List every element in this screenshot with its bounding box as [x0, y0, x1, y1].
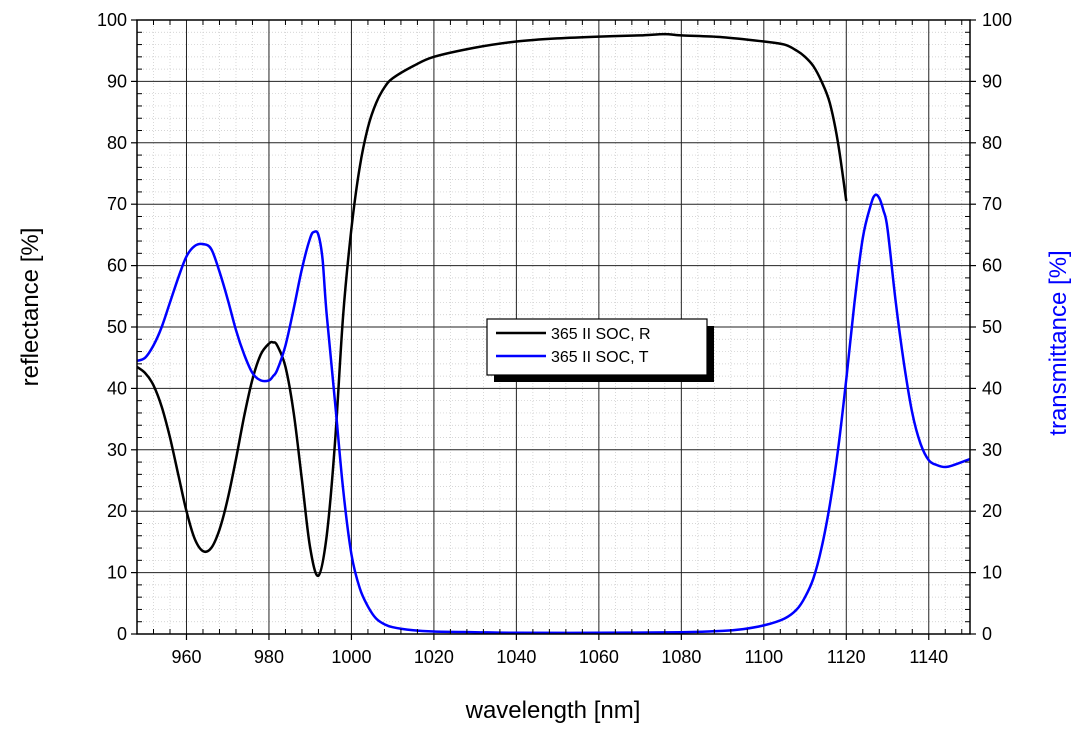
x-tick-label: 1000 — [331, 647, 371, 667]
y-tick-label-left: 20 — [107, 501, 127, 521]
legend-box — [486, 318, 708, 376]
major-grid — [137, 20, 970, 634]
y-tick-label-left: 40 — [107, 378, 127, 398]
y-tick-label-left: 0 — [117, 624, 127, 644]
legend-label-transmittance: 365 II SOC, T — [551, 349, 649, 366]
y-tick-label-right: 0 — [982, 624, 992, 644]
y-tick-label-left: 60 — [107, 256, 127, 276]
y-tick-label-right: 20 — [982, 501, 1002, 521]
x-axis-title: wavelength [nm] — [465, 697, 641, 724]
y2-axis-title: transmittance [%] — [1045, 250, 1072, 435]
y-tick-label-right: 90 — [982, 71, 1002, 91]
x-tick-label: 1020 — [414, 647, 454, 667]
series-line-transmittance — [137, 193, 970, 635]
x-tick-label: 1080 — [661, 647, 701, 667]
x-tick-label: 1060 — [579, 647, 619, 667]
axis-ticks — [131, 19, 976, 640]
series-line-reflectance — [137, 32, 848, 577]
x-tick-label: 1140 — [909, 647, 948, 667]
y-tick-label-left: 80 — [107, 133, 127, 153]
y-tick-label-left: 70 — [107, 194, 127, 214]
y-tick-label-right: 70 — [982, 194, 1002, 214]
x-tick-label: 960 — [171, 647, 201, 667]
y-tick-label-left: 30 — [107, 440, 127, 460]
y-tick-label-left: 10 — [107, 563, 127, 583]
minor-grid — [136, 20, 970, 634]
y-tick-label-right: 60 — [982, 256, 1002, 276]
legend-label-reflectance: 365 II SOC, R — [551, 326, 651, 343]
y-tick-label-right: 40 — [982, 378, 1002, 398]
y-axis-title: reflectance [%] — [17, 228, 44, 387]
y-tick-label-right: 30 — [982, 440, 1002, 460]
x-tick-label: 980 — [254, 647, 284, 667]
y-tick-label-left: 50 — [107, 317, 127, 337]
x-tick-label: 1040 — [496, 647, 536, 667]
y-tick-label-right: 10 — [982, 563, 1002, 583]
y-tick-label-left: 90 — [107, 71, 127, 91]
y-tick-label-right: 50 — [982, 317, 1002, 337]
x-tick-label: 1120 — [827, 647, 866, 667]
y-tick-label-right: 100 — [982, 10, 1012, 30]
y-tick-label-right: 80 — [982, 133, 1002, 153]
y-tick-label-left: 100 — [97, 10, 127, 30]
plot-lines — [137, 32, 970, 635]
x-tick-label: 1100 — [744, 647, 783, 667]
legend: 365 II SOC, R 365 II SOC, T — [486, 318, 714, 382]
